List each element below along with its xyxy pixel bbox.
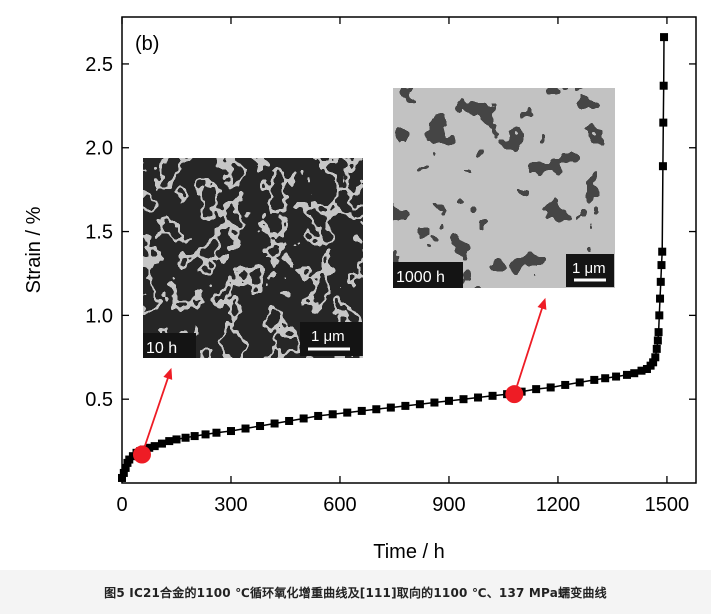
x-tick-label: 300 [214, 494, 247, 516]
data-point [488, 391, 497, 400]
data-point [299, 414, 308, 423]
data-point [657, 261, 666, 270]
x-tick-label: 1500 [645, 494, 690, 516]
data-point [590, 375, 599, 384]
data-point [659, 118, 668, 127]
data-point [157, 439, 166, 448]
data-point [656, 294, 665, 303]
x-axis-title: Time / h [373, 541, 445, 563]
data-point [622, 370, 631, 379]
y-tick-label: 1.0 [85, 305, 113, 327]
y-tick-label: 1.5 [85, 222, 113, 244]
data-point [118, 473, 126, 482]
data-point [561, 380, 570, 389]
arrow-line [516, 305, 544, 386]
data-point [649, 358, 658, 367]
data-point [372, 405, 381, 414]
inset-10h-label-box [143, 333, 196, 358]
arrow-line [144, 375, 170, 447]
data-point [241, 424, 250, 433]
data-point [655, 311, 664, 320]
data-point [474, 393, 483, 402]
data-point [659, 81, 668, 90]
y-tick-label: 2.5 [85, 54, 113, 76]
data-point [343, 408, 352, 417]
y-axis-title: Strain / % [23, 206, 45, 293]
data-point [121, 463, 130, 472]
inset-10h-scale-label: 1 μm [311, 328, 345, 345]
y-tick-label: 0.5 [85, 389, 113, 411]
data-point [459, 395, 468, 404]
data-point [401, 401, 410, 410]
inset-1000h-scale-label: 1 μm [572, 260, 606, 277]
data-point [181, 433, 190, 442]
data-point [658, 247, 667, 256]
data-point [654, 328, 663, 337]
figure-caption: 图5 IC21合金的1100 ℃循环氧化增重曲线及[111]取向的1100 ℃、… [104, 585, 607, 600]
data-point [651, 353, 660, 362]
axes-layer: 0 300 600 900 1200 1500 0.5 1.0 1.5 2.0 2.5 [85, 17, 696, 516]
data-point [601, 374, 610, 383]
panel-label: (b) [135, 33, 159, 55]
highlight-dot [505, 385, 524, 404]
x-tick-label: 0 [116, 494, 127, 516]
inset-micrograph-1000h: 1000 h 1 μm [393, 88, 615, 288]
data-point [532, 385, 541, 394]
data-point [285, 416, 294, 425]
data-point [172, 435, 181, 444]
data-point [637, 366, 646, 375]
data-point [386, 403, 395, 412]
data-point [630, 369, 639, 378]
y-tick-label: 2.0 [85, 138, 113, 160]
data-point [415, 400, 424, 409]
data-point [165, 437, 174, 446]
data-point [328, 410, 337, 419]
data-point [652, 344, 661, 353]
data-point [145, 443, 154, 452]
data-point [201, 430, 210, 439]
inset-micrograph-10h: 10 h 1 μm [143, 158, 363, 358]
data-point [658, 162, 667, 171]
highlight-layer [132, 297, 547, 464]
inset-1000h-label-box [393, 262, 463, 288]
data-point [444, 396, 453, 405]
highlight-dot [132, 445, 151, 464]
arrow-head [537, 297, 547, 310]
data-point [256, 422, 265, 431]
data-point [314, 411, 323, 420]
data-point [612, 372, 621, 381]
data-point [430, 398, 439, 407]
data-point [575, 378, 584, 387]
inset-10h-label: 10 h [146, 340, 177, 357]
data-point [653, 336, 662, 345]
data-point [656, 277, 665, 286]
data-point [270, 419, 279, 428]
data-point [660, 33, 669, 42]
data-point [150, 442, 159, 451]
creep-strain-chart: 0 300 600 900 1200 1500 0.5 1.0 1.5 2.0 2.5 (b) 10… [23, 16, 697, 563]
x-tick-label: 600 [323, 494, 356, 516]
data-point [119, 468, 128, 477]
series-layer [118, 33, 669, 482]
data-point [190, 432, 199, 441]
plot-frame [121, 16, 697, 484]
x-tick-label: 900 [432, 494, 465, 516]
inset-1000h-label: 1000 h [396, 269, 445, 286]
data-point [357, 406, 366, 415]
x-tick-label: 1200 [536, 494, 581, 516]
data-point [226, 427, 235, 436]
data-point [546, 383, 555, 392]
arrow-head [163, 367, 173, 380]
data-point [212, 428, 221, 437]
caption-band: 图5 IC21合金的1100 ℃循环氧化增重曲线及[111]取向的1100 ℃、… [0, 570, 711, 614]
